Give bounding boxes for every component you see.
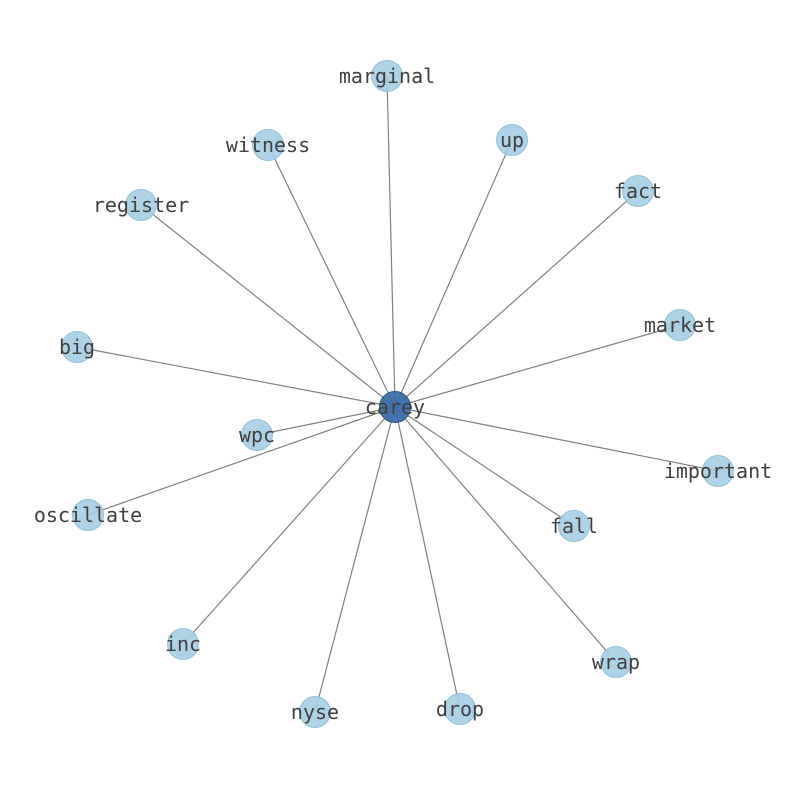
node-marginal[interactable] (371, 60, 403, 92)
labels: carey marginal witness up register fact market… (34, 64, 772, 724)
edge-carey-fact (394, 190, 639, 408)
node-label-carey: carey (365, 395, 425, 419)
node-label-inc: inc (165, 632, 201, 656)
node-big[interactable] (61, 331, 93, 363)
edges (76, 75, 719, 713)
edge-carey-fall (394, 406, 575, 527)
edge-carey-up (394, 139, 513, 408)
edge-carey-nyse (314, 406, 396, 713)
node-market[interactable] (664, 309, 696, 341)
node-important[interactable] (702, 455, 734, 487)
edge-carey-marginal (386, 75, 396, 408)
node-wrap[interactable] (600, 646, 632, 678)
node-label-witness: witness (226, 133, 310, 157)
edge-carey-oscillate (87, 406, 396, 516)
edge-carey-important (394, 406, 719, 472)
node-label-register: register (93, 193, 189, 217)
edge-carey-market (394, 324, 681, 408)
node-label-big: big (59, 335, 95, 359)
edge-carey-wpc (256, 406, 396, 436)
node-label-fact: fact (614, 179, 662, 203)
node-up[interactable] (496, 124, 528, 156)
node-drop[interactable] (444, 693, 476, 725)
node-label-up: up (500, 128, 524, 152)
edge-carey-wrap (394, 406, 617, 663)
edge-carey-big (76, 346, 396, 408)
node-label-wrap: wrap (592, 650, 640, 674)
node-witness[interactable] (252, 129, 284, 161)
node-label-wpc: wpc (239, 423, 275, 447)
node-fall[interactable] (558, 510, 590, 542)
node-label-important: important (664, 459, 772, 483)
edge-carey-witness (267, 144, 396, 408)
node-inc[interactable] (167, 628, 199, 660)
node-fact[interactable] (622, 175, 654, 207)
edge-carey-register (140, 204, 396, 408)
nodes (61, 60, 734, 728)
node-label-market: market (644, 313, 716, 337)
node-label-marginal: marginal (339, 64, 435, 88)
node-carey[interactable] (379, 391, 411, 423)
edge-carey-inc (182, 406, 396, 645)
node-label-drop: drop (436, 697, 484, 721)
edge-carey-drop (394, 406, 461, 710)
node-register[interactable] (125, 189, 157, 221)
node-label-fall: fall (550, 514, 598, 538)
node-oscillate[interactable] (72, 499, 104, 531)
node-label-nyse: nyse (291, 700, 339, 724)
node-wpc[interactable] (241, 419, 273, 451)
node-label-oscillate: oscillate (34, 503, 142, 527)
node-nyse[interactable] (299, 696, 331, 728)
